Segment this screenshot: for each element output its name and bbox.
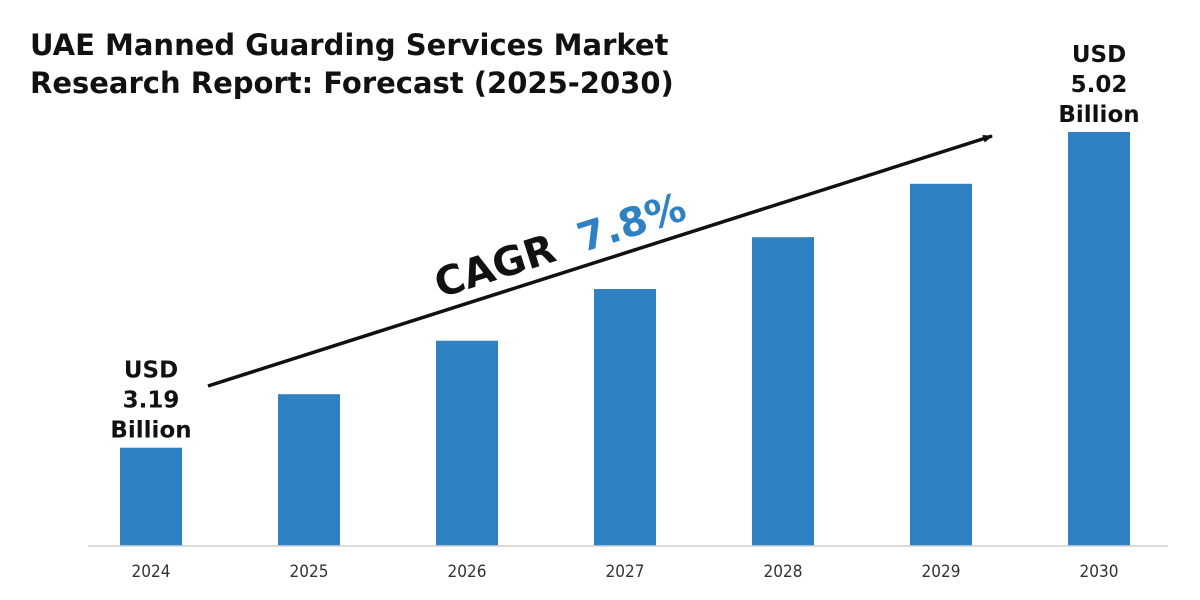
x-tick-label: 2030: [1080, 562, 1119, 582]
data-label-2024-line-3: Billion: [110, 418, 191, 444]
growth-arrow: [207, 134, 993, 388]
data-label-2030-line-1: USD: [1072, 42, 1126, 68]
x-tick-label: 2025: [290, 562, 329, 582]
x-tick-label: 2024: [132, 562, 171, 582]
bar-2026: [436, 340, 498, 546]
bar-2030: [1068, 132, 1130, 546]
x-axis-ticks: 2024 2025 2026 2027 2028 2029 2030: [132, 562, 1119, 582]
data-label-2030-line-3: Billion: [1058, 102, 1139, 128]
x-tick-label: 2029: [922, 562, 961, 582]
x-tick-label: 2026: [448, 562, 487, 582]
chart-title: UAE Manned Guarding Services Market Rese…: [30, 26, 674, 102]
data-label-2024-line-2: 3.19: [123, 388, 180, 414]
bar-2025: [278, 394, 340, 546]
chart-title-line-1: UAE Manned Guarding Services Market: [30, 28, 669, 62]
data-label-2030-line-2: 5.02: [1071, 72, 1128, 98]
x-tick-label: 2027: [606, 562, 645, 582]
bars-group: [120, 132, 1130, 547]
bar-2027: [594, 289, 656, 546]
x-tick-label: 2028: [764, 562, 803, 582]
chart-title-line-2: Research Report: Forecast (2025-2030): [30, 66, 674, 100]
bar-2029: [910, 183, 972, 547]
data-label-2024-line-1: USD: [124, 358, 178, 384]
data-labels-group: USD 3.19 Billion USD 5.02 Billion: [110, 42, 1139, 444]
bar-2024: [120, 447, 182, 546]
bar-2028: [752, 237, 814, 546]
